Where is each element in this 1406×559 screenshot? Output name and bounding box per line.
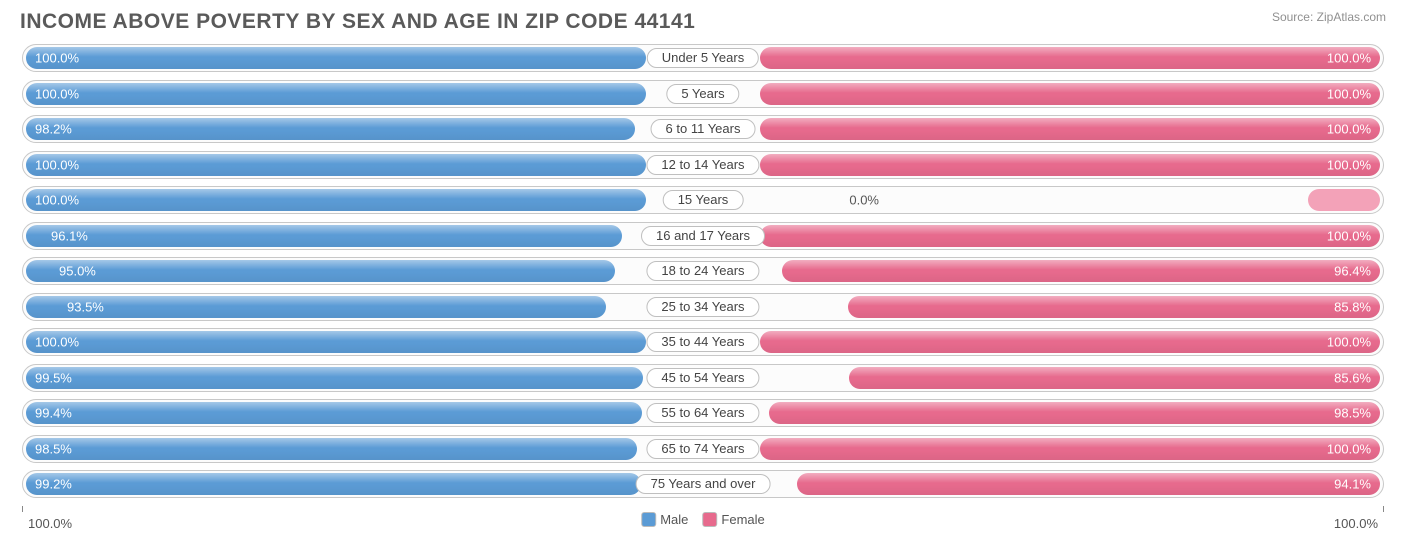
male-value: 100.0% [35, 86, 79, 101]
chart-row: 98.2% 100.0% 6 to 11 Years [22, 115, 1384, 143]
male-value: 100.0% [35, 51, 79, 66]
female-value: 100.0% [1327, 51, 1371, 66]
male-value: 99.4% [35, 406, 72, 421]
male-bar [26, 367, 643, 389]
chart-row: 100.0% 100.0% 5 Years [22, 80, 1384, 108]
chart-row: 100.0% 100.0% 12 to 14 Years [22, 151, 1384, 179]
category-pill: Under 5 Years [647, 48, 759, 68]
male-bar [26, 473, 641, 495]
chart-row: 99.2% 94.1% 75 Years and over [22, 470, 1384, 498]
female-bar [760, 331, 1380, 353]
male-bar [26, 260, 615, 282]
male-bar [26, 331, 646, 353]
legend-label-female: Female [721, 512, 764, 527]
male-value: 96.1% [51, 228, 88, 243]
category-pill: 55 to 64 Years [646, 403, 759, 423]
male-bar [26, 154, 646, 176]
axis-tick-right [1383, 506, 1384, 512]
category-pill: 12 to 14 Years [646, 155, 759, 175]
legend-label-male: Male [660, 512, 688, 527]
male-bar [26, 47, 646, 69]
chart-row: 99.4% 98.5% 55 to 64 Years [22, 399, 1384, 427]
male-value: 99.5% [35, 370, 72, 385]
male-value: 100.0% [35, 193, 79, 208]
male-value: 100.0% [35, 157, 79, 172]
male-bar [26, 225, 622, 247]
female-value: 94.1% [1334, 477, 1371, 492]
female-bar [760, 118, 1380, 140]
male-bar [26, 83, 646, 105]
male-bar [26, 402, 642, 424]
female-bar [848, 296, 1380, 318]
female-value: 100.0% [1327, 157, 1371, 172]
female-bar [769, 402, 1380, 424]
legend: Male Female [641, 512, 765, 527]
chart-row: 93.5% 85.8% 25 to 34 Years [22, 293, 1384, 321]
chart-row: 98.5% 100.0% 65 to 74 Years [22, 435, 1384, 463]
female-value: 100.0% [1327, 122, 1371, 137]
axis-label-left: 100.0% [28, 516, 72, 531]
female-bar [760, 83, 1380, 105]
female-bar [760, 47, 1380, 69]
category-pill: 5 Years [666, 84, 739, 104]
male-bar [26, 118, 635, 140]
male-value: 93.5% [67, 299, 104, 314]
axis-tick-left [22, 506, 23, 512]
female-bar [797, 473, 1380, 495]
female-value: 100.0% [1327, 441, 1371, 456]
female-bar [782, 260, 1380, 282]
male-value: 99.2% [35, 477, 72, 492]
chart-row: 95.0% 96.4% 18 to 24 Years [22, 257, 1384, 285]
female-bar [760, 225, 1380, 247]
female-value: 96.4% [1334, 264, 1371, 279]
female-value: 98.5% [1334, 406, 1371, 421]
chart-body: 100.0% 100.0% Under 5 Years 100.0% 100.0% 5 Y… [0, 40, 1406, 498]
male-bar [26, 296, 606, 318]
category-pill: 15 Years [663, 190, 744, 210]
category-pill: 18 to 24 Years [646, 261, 759, 281]
chart-row: 100.0% 100.0% 35 to 44 Years [22, 328, 1384, 356]
chart-header: INCOME ABOVE POVERTY BY SEX AND AGE IN Z… [0, 0, 1406, 40]
chart-source: Source: ZipAtlas.com [1272, 10, 1386, 24]
category-pill: 16 and 17 Years [641, 226, 765, 246]
male-value: 98.5% [35, 441, 72, 456]
category-pill: 65 to 74 Years [646, 439, 759, 459]
chart-row: 99.5% 85.6% 45 to 54 Years [22, 364, 1384, 392]
female-bar [760, 438, 1380, 460]
female-bar [849, 367, 1380, 389]
category-pill: 6 to 11 Years [651, 119, 756, 139]
male-bar [26, 189, 646, 211]
male-value: 95.0% [59, 264, 96, 279]
category-pill: 75 Years and over [636, 474, 771, 494]
male-bar [26, 438, 637, 460]
male-value: 98.2% [35, 122, 72, 137]
female-bar [1308, 189, 1380, 211]
legend-swatch-male [641, 512, 656, 527]
female-value: 100.0% [1327, 335, 1371, 350]
female-value: 0.0% [849, 193, 879, 208]
category-pill: 25 to 34 Years [646, 297, 759, 317]
chart-row: 100.0% 100.0% Under 5 Years [22, 44, 1384, 72]
female-bar [760, 154, 1380, 176]
chart-row: 100.0% 0.0% 15 Years [22, 186, 1384, 214]
female-value: 85.8% [1334, 299, 1371, 314]
chart-title: INCOME ABOVE POVERTY BY SEX AND AGE IN Z… [20, 10, 695, 34]
category-pill: 35 to 44 Years [646, 332, 759, 352]
female-value: 85.6% [1334, 370, 1371, 385]
male-value: 100.0% [35, 335, 79, 350]
legend-swatch-female [702, 512, 717, 527]
female-value: 100.0% [1327, 86, 1371, 101]
axis-label-right: 100.0% [1334, 516, 1378, 531]
chart-row: 96.1% 100.0% 16 and 17 Years [22, 222, 1384, 250]
category-pill: 45 to 54 Years [646, 368, 759, 388]
chart-footer: 100.0% 100.0% Male Female [0, 506, 1406, 546]
female-value: 100.0% [1327, 228, 1371, 243]
legend-male: Male [641, 512, 688, 527]
legend-female: Female [702, 512, 764, 527]
